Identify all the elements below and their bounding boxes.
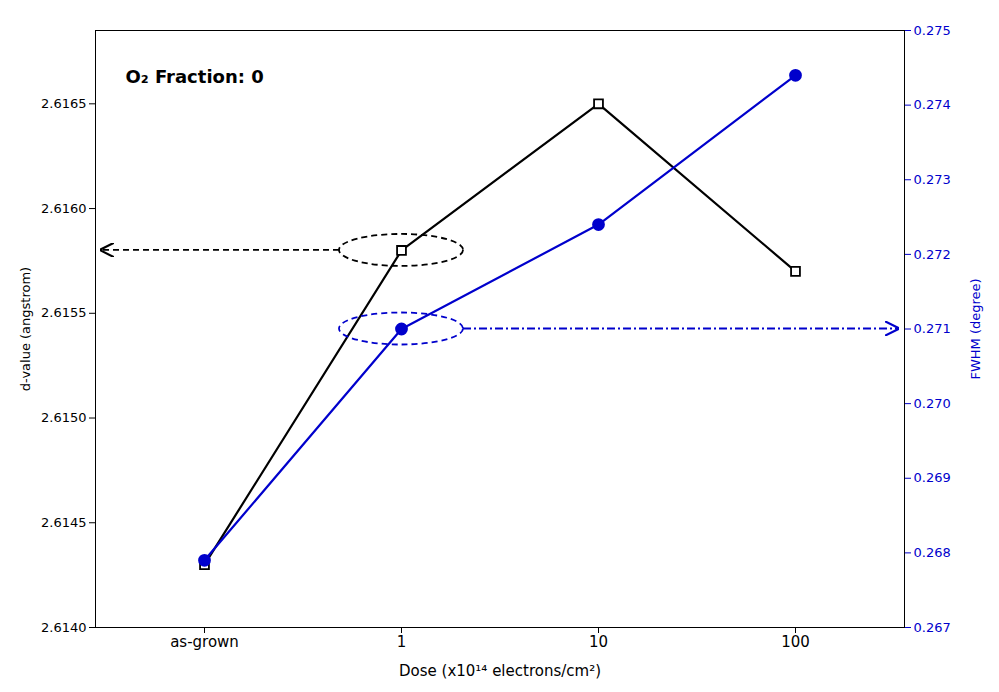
svg-text:2.6160: 2.6160 bbox=[41, 201, 87, 216]
svg-text:0.270: 0.270 bbox=[914, 396, 951, 411]
svg-text:2.6155: 2.6155 bbox=[41, 305, 87, 320]
svg-text:10: 10 bbox=[589, 633, 608, 651]
svg-text:FWHM (degree): FWHM (degree) bbox=[968, 278, 983, 379]
svg-text:2.6140: 2.6140 bbox=[41, 620, 87, 635]
svg-text:0.274: 0.274 bbox=[914, 97, 951, 112]
svg-text:as-grown: as-grown bbox=[170, 633, 239, 651]
svg-text:0.273: 0.273 bbox=[914, 172, 951, 187]
svg-text:2.6145: 2.6145 bbox=[41, 515, 87, 530]
svg-text:100: 100 bbox=[781, 633, 810, 651]
svg-text:0.271: 0.271 bbox=[914, 321, 951, 336]
svg-text:2.6150: 2.6150 bbox=[41, 410, 87, 425]
svg-text:Dose (x10¹⁴ electrons/cm²): Dose (x10¹⁴ electrons/cm²) bbox=[399, 662, 601, 680]
svg-text:2.6165: 2.6165 bbox=[41, 96, 87, 111]
svg-text:0.275: 0.275 bbox=[914, 23, 951, 38]
svg-text:0.269: 0.269 bbox=[914, 470, 951, 485]
svg-text:1: 1 bbox=[397, 633, 407, 651]
svg-text:0.268: 0.268 bbox=[914, 545, 951, 560]
svg-text:0.272: 0.272 bbox=[914, 247, 951, 262]
svg-text:O₂ Fraction: 0: O₂ Fraction: 0 bbox=[126, 66, 264, 87]
svg-text:0.267: 0.267 bbox=[914, 620, 951, 635]
svg-text:d-value (angstrom): d-value (angstrom) bbox=[18, 267, 33, 391]
